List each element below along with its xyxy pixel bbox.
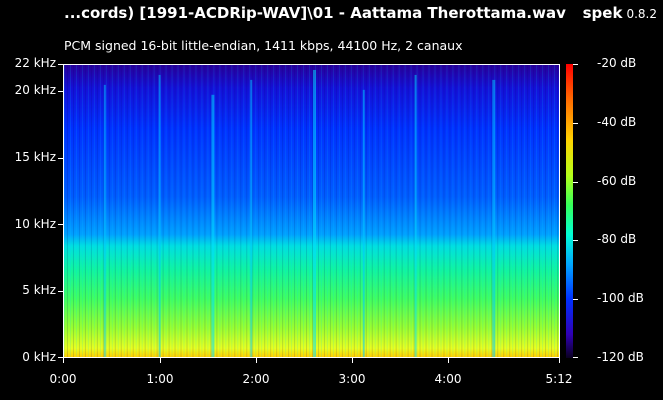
freq-label: 15 kHz [14, 150, 56, 164]
freq-label: 0 kHz [22, 350, 56, 364]
db-label: -100 dB [597, 291, 644, 305]
freq-label: 20 kHz [14, 83, 56, 97]
freq-label: 10 kHz [14, 217, 56, 231]
db-label: -60 dB [597, 174, 637, 188]
app-brand: spek 0.8.2 [583, 4, 657, 22]
app-name: spek [582, 4, 623, 22]
time-label: 0:00 [49, 372, 77, 386]
db-label: -40 dB [597, 115, 637, 129]
time-label: 5:12 [545, 372, 573, 386]
file-title: ...cords) [1991-ACDRip-WAV]\01 - Aattama… [64, 4, 566, 22]
time-label: 2:00 [242, 372, 270, 386]
app-version: 0.8.2 [626, 7, 657, 21]
db-label: -80 dB [597, 232, 637, 246]
db-color-scale [566, 64, 573, 358]
spectrogram[interactable] [63, 64, 560, 358]
db-label: -20 dB [597, 56, 637, 70]
db-label: -120 dB [597, 350, 644, 364]
freq-label: 5 kHz [22, 283, 56, 297]
file-info: PCM signed 16-bit little-endian, 1411 kb… [64, 38, 463, 53]
freq-label: 22 kHz [14, 56, 56, 70]
time-label: 1:00 [146, 372, 174, 386]
time-label: 4:00 [434, 372, 462, 386]
time-label: 3:00 [338, 372, 366, 386]
